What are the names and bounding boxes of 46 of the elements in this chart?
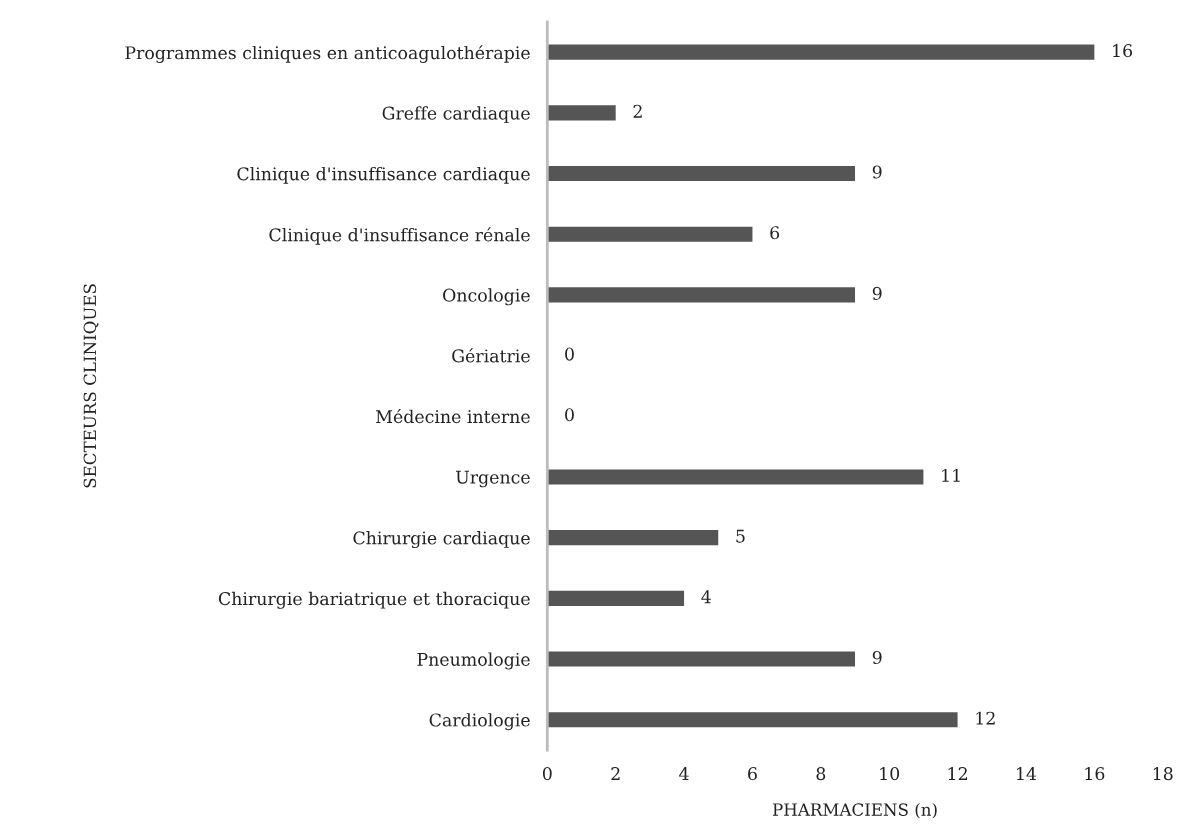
- data-label: 0: [565, 347, 574, 361]
- y-tick-label: Chirurgie bariatrique et thoracique: [218, 591, 530, 609]
- y-tick-label: Oncologie: [443, 288, 530, 306]
- bar: [547, 44, 1095, 60]
- data-label: 5: [736, 529, 745, 543]
- data-label: 9: [872, 165, 882, 179]
- y-axis-title: SECTEURS CLINIQUES: [83, 284, 99, 488]
- x-tick-label: 18: [1153, 767, 1173, 781]
- y-tick-label: Pneumologie: [417, 652, 530, 670]
- bar: [547, 287, 856, 303]
- x-tick-label: 8: [816, 767, 826, 781]
- bar: [547, 712, 958, 728]
- bar: [547, 530, 719, 546]
- y-tick-label: Clinique d'insuffisance cardiaque: [237, 166, 530, 184]
- bar: [547, 105, 616, 121]
- data-label: 2: [633, 104, 642, 118]
- data-label: 16: [1113, 44, 1133, 58]
- x-tick-label: 16: [1085, 767, 1105, 781]
- bar: [547, 469, 924, 485]
- x-tick-label: 10: [880, 767, 900, 781]
- y-tick-label: Médecine interne: [376, 408, 530, 424]
- data-label: 0: [565, 408, 574, 422]
- bar: [547, 165, 856, 182]
- y-tick-label: Clinique d'insuffisance rénale: [269, 227, 530, 245]
- data-label: 11: [942, 468, 960, 482]
- y-tick-label: Gériatrie: [452, 348, 530, 363]
- bar: [547, 590, 685, 606]
- data-label: 9: [872, 286, 882, 300]
- data-label: 9: [872, 650, 882, 665]
- y-tick-label: Cardiologie: [429, 713, 530, 731]
- y-tick-label: Chirurgie cardiaque: [353, 531, 530, 549]
- data-label: 6: [770, 226, 780, 240]
- bar: [547, 226, 753, 242]
- y-tick-label: Programmes cliniques en anticoagulothérapie: [125, 45, 530, 63]
- x-axis-title: PHARMACIENS (n): [772, 802, 937, 819]
- x-tick-label: 2: [611, 767, 620, 780]
- data-label: 12: [976, 711, 995, 725]
- y-tick-label: Urgence: [455, 470, 530, 488]
- x-tick-label: 4: [679, 767, 689, 780]
- x-tick-label: 14: [1017, 767, 1037, 780]
- y-tick-label: Greffe cardiaque: [382, 106, 530, 124]
- data-label: 4: [701, 590, 711, 604]
- x-tick-label: 0: [542, 767, 552, 781]
- bar: [547, 651, 856, 667]
- x-tick-label: 12: [948, 767, 967, 780]
- x-tick-label: 6: [748, 767, 757, 781]
